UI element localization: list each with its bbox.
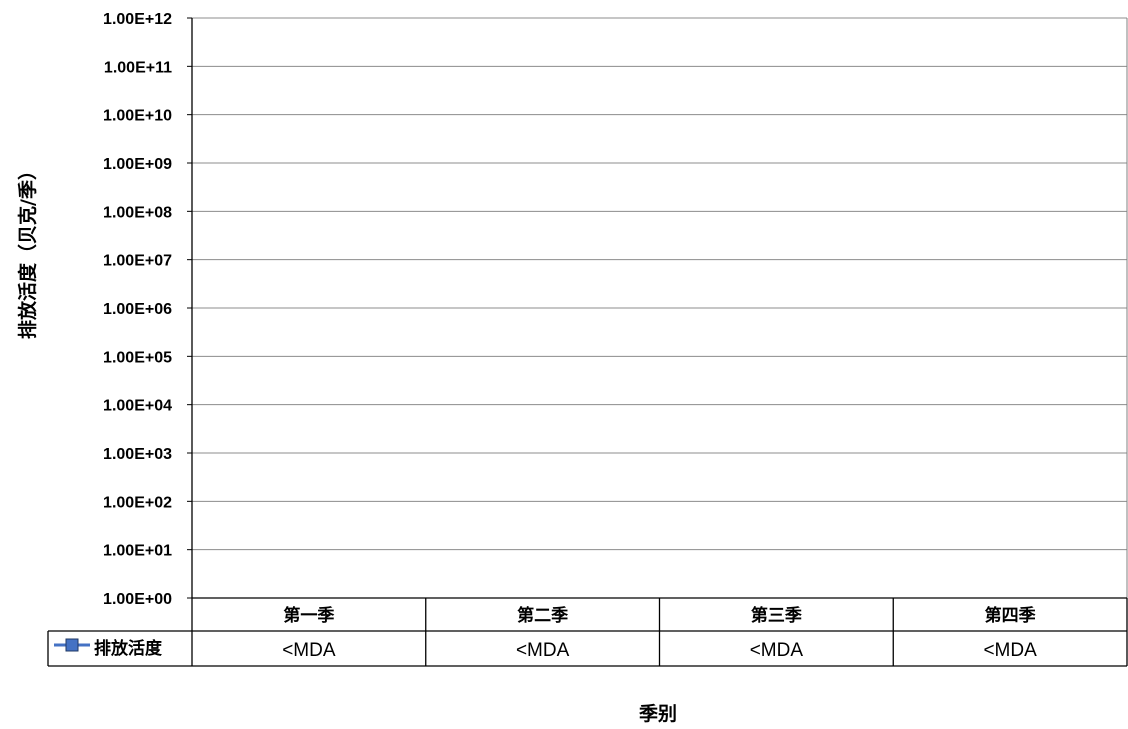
y-tick-label: 1.00E+07 — [103, 253, 172, 270]
y-tick-label: 1.00E+06 — [103, 301, 172, 318]
y-axis-ticks: 1.00E+00 1.00E+01 1.00E+02 1.00E+03 1.00E+04… — [103, 11, 192, 608]
category-label: 第二季 — [517, 605, 568, 626]
y-tick-label: 1.00E+08 — [103, 204, 172, 221]
y-tick-label: 1.00E+00 — [103, 591, 172, 608]
y-tick-label: 1.00E+09 — [103, 156, 172, 173]
table-value-cell: <MDA — [983, 640, 1037, 661]
gridlines — [192, 17, 1127, 551]
y-tick-label: 1.00E+11 — [104, 59, 172, 76]
y-tick-label: 1.00E+12 — [103, 11, 172, 28]
category-label: 第一季 — [283, 605, 334, 626]
y-tick-label: 1.00E+01 — [103, 543, 172, 560]
y-tick-label: 1.00E+10 — [103, 108, 172, 125]
legend-square-marker-icon — [65, 638, 79, 652]
category-label: 第四季 — [985, 605, 1036, 626]
y-tick-label: 1.00E+05 — [103, 349, 172, 366]
y-tick-label: 1.00E+02 — [103, 494, 172, 511]
legend-label: 排放活度 — [94, 638, 163, 659]
y-axis-title: 排放活度（贝克/季） — [16, 161, 39, 339]
x-axis-title: 季别 — [639, 703, 677, 725]
legend-key: 排放活度 — [54, 638, 163, 659]
table-value-cell: <MDA — [282, 640, 336, 661]
table-value-cell: <MDA — [750, 640, 804, 661]
data-table: 第一季 第二季 第三季 第四季 <MDA <MDA <MDA <MDA 排放活度 — [47, 597, 1128, 667]
table-value-cell: <MDA — [516, 640, 570, 661]
y-tick-label: 1.00E+04 — [103, 398, 172, 415]
y-tick-label: 1.00E+03 — [103, 446, 172, 463]
category-label: 第三季 — [751, 605, 802, 626]
